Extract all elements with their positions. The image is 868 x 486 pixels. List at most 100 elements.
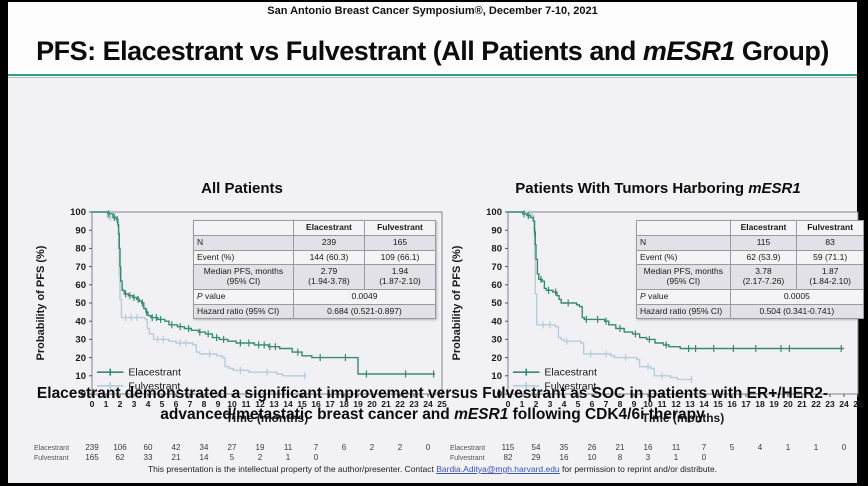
title-text-post: Group) <box>734 36 829 66</box>
stats-row: Event (%) 144 (60.3) 109 (66.1) <box>193 249 437 266</box>
stats-row: Event (%) 62 (53.9) 59 (71.1) <box>636 249 864 266</box>
stats-header-row: Elacestrant Fulvestrant <box>193 220 437 236</box>
svg-text:Probability of PFS (%): Probability of PFS (%) <box>35 245 47 360</box>
svg-text:20: 20 <box>783 399 793 409</box>
svg-text:5: 5 <box>730 443 735 452</box>
svg-text:20: 20 <box>367 399 377 409</box>
svg-text:23: 23 <box>409 399 419 409</box>
svg-text:29: 29 <box>532 453 541 462</box>
svg-text:30: 30 <box>75 335 86 346</box>
svg-text:20: 20 <box>75 353 86 364</box>
conclusion-text: Elacestrant demonstrated a significant i… <box>30 384 835 426</box>
svg-text:15: 15 <box>713 399 723 409</box>
svg-text:7: 7 <box>314 443 319 452</box>
svg-text:7: 7 <box>702 443 707 452</box>
svg-text:17: 17 <box>741 399 751 409</box>
svg-text:100: 100 <box>486 207 502 218</box>
svg-text:9: 9 <box>216 399 221 409</box>
svg-text:62: 62 <box>116 453 125 462</box>
svg-text:14: 14 <box>699 399 709 409</box>
svg-text:19: 19 <box>256 443 265 452</box>
svg-text:106: 106 <box>113 443 127 452</box>
svg-text:60: 60 <box>491 280 502 291</box>
svg-text:24: 24 <box>423 399 433 409</box>
svg-text:1: 1 <box>814 443 819 452</box>
svg-text:2: 2 <box>258 453 263 462</box>
svg-text:21: 21 <box>616 443 625 452</box>
svg-text:5: 5 <box>160 399 165 409</box>
stats-row: Hazard ratio (95% CI) 0.684 (0.521-0.897) <box>193 303 437 320</box>
conference-header: San Antonio Breast Cancer Symposium®, De… <box>267 5 598 17</box>
svg-text:35: 35 <box>560 443 569 452</box>
stats-table: Elacestrant Fulvestrant N 239 165 Event (%) 14… <box>193 220 437 320</box>
chart-panel-all-patients: All Patients 0 10 20 30 40 50 60 70 80 90 100 0 1 2 3 4 5… <box>32 180 452 480</box>
svg-text:0: 0 <box>81 389 86 400</box>
svg-text:0: 0 <box>702 453 707 462</box>
svg-text:90: 90 <box>75 225 86 236</box>
conclusion-italic-gene: mESR1 <box>454 405 509 423</box>
page-title: PFS: Elacestrant vs Fulvestrant (All Pat… <box>8 36 857 67</box>
svg-text:16: 16 <box>727 399 737 409</box>
stats-row: Median PFS, months (95% CI) 3.78 (2.17-7.2… <box>636 264 864 290</box>
svg-text:30: 30 <box>491 335 502 346</box>
svg-text:10: 10 <box>75 371 86 382</box>
svg-text:0: 0 <box>314 453 319 462</box>
stats-col-header <box>636 220 731 236</box>
stats-row: N 239 165 <box>193 234 437 251</box>
svg-text:11: 11 <box>672 443 681 452</box>
svg-text:4: 4 <box>146 399 151 409</box>
svg-text:20: 20 <box>491 353 502 364</box>
svg-text:3: 3 <box>646 453 651 462</box>
svg-text:16: 16 <box>560 453 569 462</box>
svg-text:165: 165 <box>85 453 99 462</box>
contact-email-link[interactable]: Bardia.Aditya@mgh.harvard.edu <box>436 464 560 474</box>
svg-text:80: 80 <box>75 244 86 255</box>
stats-row: N 115 83 <box>636 234 864 251</box>
svg-text:Fulvestrant: Fulvestrant <box>544 380 596 392</box>
svg-text:0: 0 <box>506 399 511 409</box>
svg-text:25: 25 <box>853 399 863 409</box>
svg-text:6: 6 <box>590 399 595 409</box>
svg-text:Time (months): Time (months) <box>642 411 724 425</box>
svg-text:Elacestrant: Elacestrant <box>450 445 485 452</box>
svg-text:18: 18 <box>755 399 765 409</box>
svg-text:Time (months): Time (months) <box>226 411 308 425</box>
svg-text:Elacestrant: Elacestrant <box>128 367 181 379</box>
svg-text:40: 40 <box>491 316 502 327</box>
svg-text:1: 1 <box>674 453 679 462</box>
svg-text:0: 0 <box>497 389 502 400</box>
conclusion-part2: following CDK4/6i therapy <box>508 405 705 423</box>
svg-text:26: 26 <box>588 443 597 452</box>
svg-text:10: 10 <box>227 399 237 409</box>
svg-text:Probability of PFS (%): Probability of PFS (%) <box>451 245 463 360</box>
svg-text:70: 70 <box>75 262 86 273</box>
svg-text:16: 16 <box>311 399 321 409</box>
svg-text:80: 80 <box>491 244 502 255</box>
svg-text:50: 50 <box>75 298 86 309</box>
stats-col-header: Elacestrant <box>292 220 365 236</box>
stats-row: P value 0.0049 <box>193 288 437 305</box>
stats-col-header <box>193 220 294 236</box>
svg-text:13: 13 <box>269 399 279 409</box>
title-italic-gene: mESR1 <box>642 36 736 66</box>
slide-surface: San Antonio Breast Cancer Symposium®, De… <box>8 2 865 483</box>
svg-text:239: 239 <box>85 443 99 452</box>
svg-text:3: 3 <box>132 399 137 409</box>
svg-text:Fulvestrant: Fulvestrant <box>34 455 69 462</box>
svg-text:22: 22 <box>811 399 821 409</box>
chart-panel-mesr1: Patients With Tumors Harboring mESR1 0 10 2… <box>448 180 868 480</box>
svg-text:90: 90 <box>491 225 502 236</box>
svg-text:12: 12 <box>671 399 681 409</box>
svg-text:10: 10 <box>643 399 653 409</box>
svg-text:19: 19 <box>769 399 779 409</box>
stats-header-row: Elacestrant Fulvestrant <box>636 220 864 236</box>
svg-text:1: 1 <box>104 399 109 409</box>
svg-text:5: 5 <box>576 399 581 409</box>
svg-text:10: 10 <box>491 371 502 382</box>
svg-text:Elacestrant: Elacestrant <box>34 445 69 452</box>
conclusion-statement: Elacestrant demonstrated a significant i… <box>8 384 857 426</box>
svg-text:7: 7 <box>188 399 193 409</box>
svg-text:4: 4 <box>562 399 567 409</box>
svg-text:60: 60 <box>75 280 86 291</box>
